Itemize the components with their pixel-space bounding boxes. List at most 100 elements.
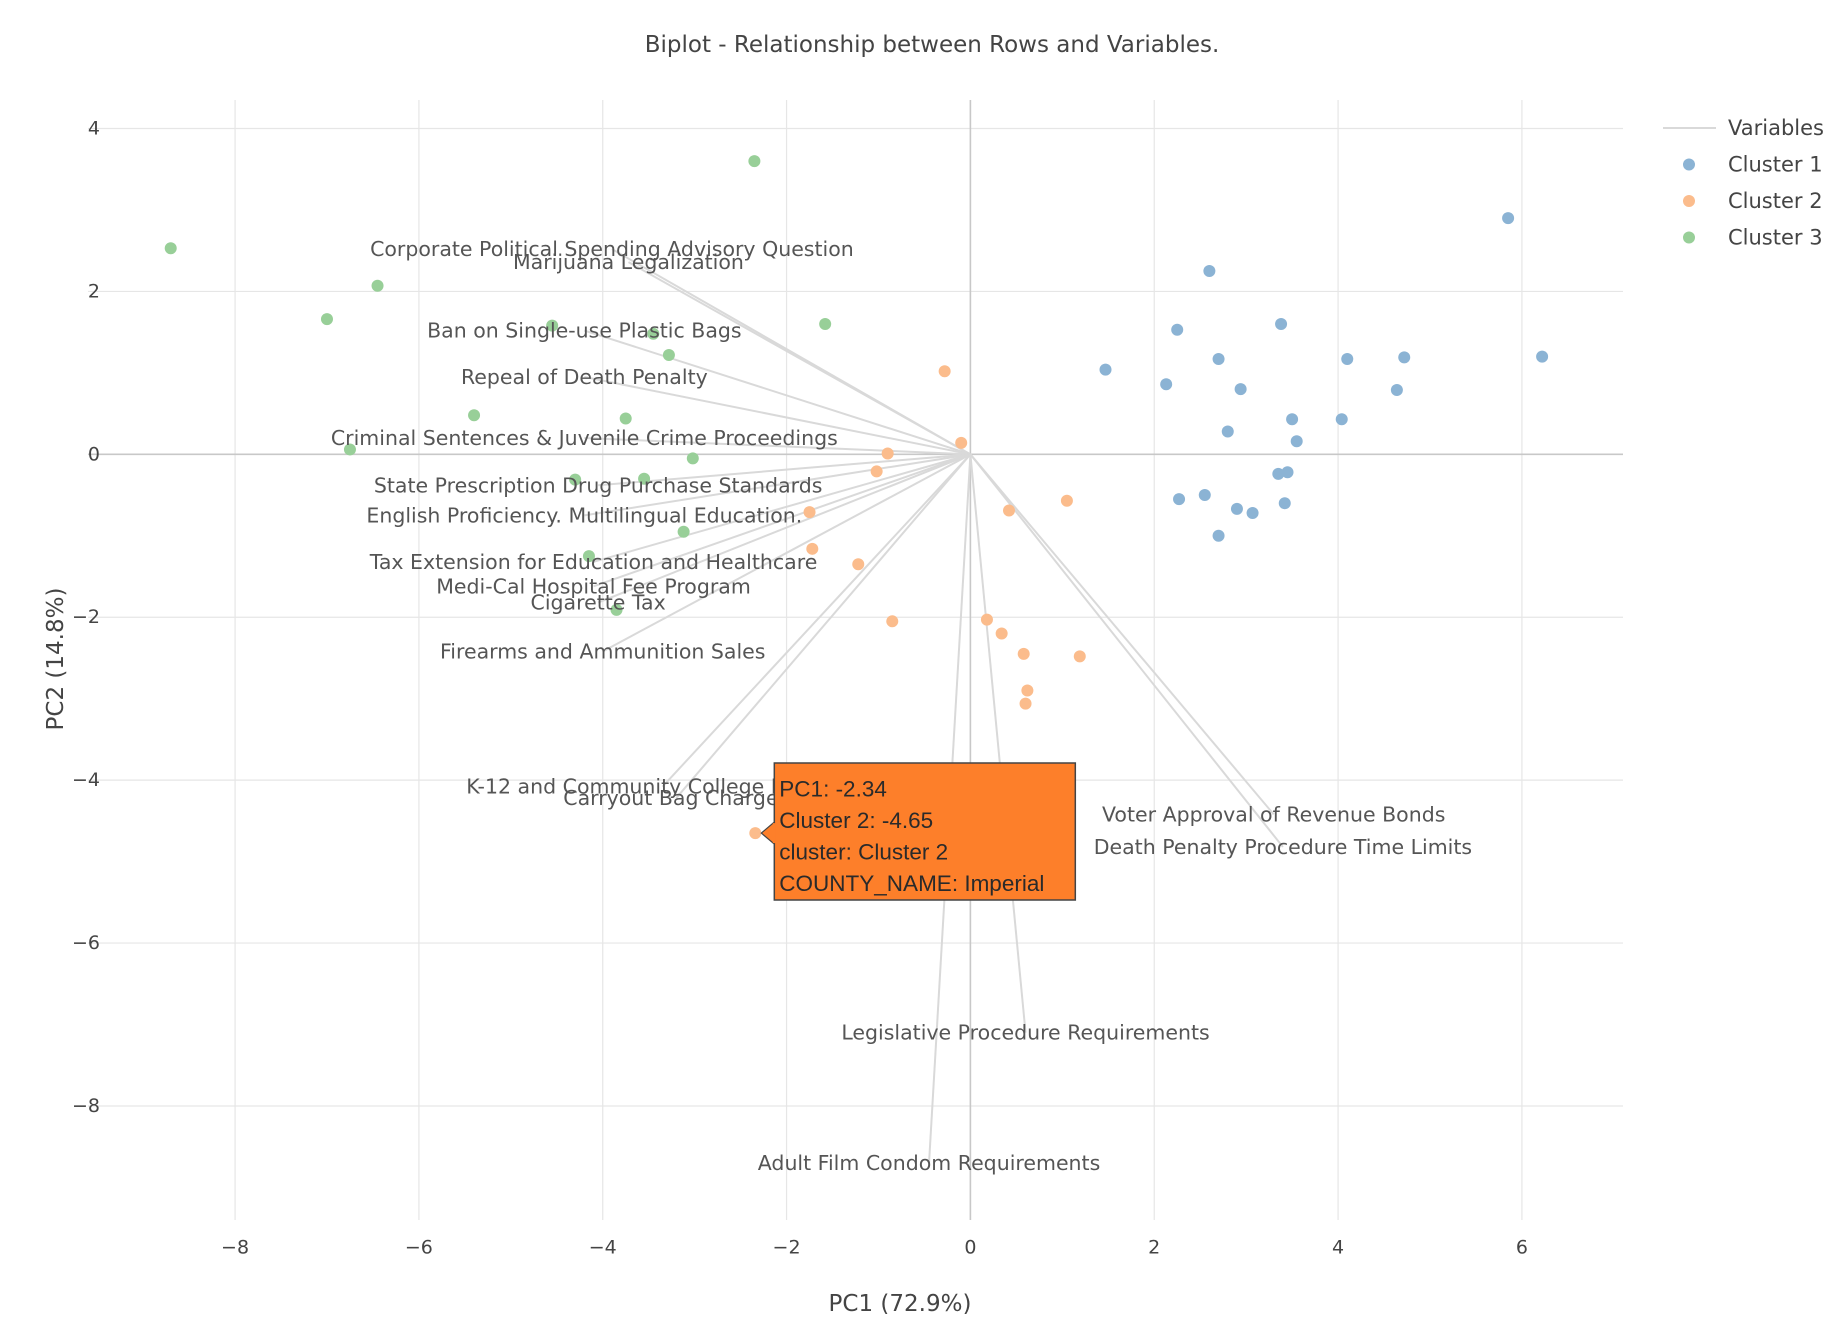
data-point[interactable] xyxy=(468,409,481,422)
data-point[interactable] xyxy=(1335,413,1348,426)
y-tick-label: −8 xyxy=(72,1095,100,1117)
data-point[interactable] xyxy=(1390,383,1403,396)
data-point[interactable] xyxy=(1281,466,1294,479)
data-point[interactable] xyxy=(1017,647,1030,660)
data-point[interactable] xyxy=(803,506,816,519)
data-point[interactable] xyxy=(546,319,559,332)
data-point[interactable] xyxy=(1212,353,1225,366)
variable-label: Marijuana Legalization xyxy=(513,250,744,274)
data-point[interactable] xyxy=(1341,353,1354,366)
data-point[interactable] xyxy=(569,473,582,486)
data-point[interactable] xyxy=(1003,504,1015,517)
variable-label: Voter Approval of Revenue Bonds xyxy=(1102,802,1445,826)
x-tick-label: −2 xyxy=(773,1237,801,1259)
y-tick-label: 2 xyxy=(88,280,100,302)
variable-vector xyxy=(597,453,971,604)
variable-label: Carryout Bag Charges xyxy=(563,786,789,810)
tooltip-line: COUNTY_NAME: Imperial xyxy=(779,871,1044,896)
data-point[interactable] xyxy=(1099,363,1112,376)
tooltip-line: cluster: Cluster 2 xyxy=(779,840,948,865)
legend-marker-swatch xyxy=(1683,158,1695,171)
data-point[interactable] xyxy=(686,452,699,465)
data-point[interactable] xyxy=(1234,383,1247,396)
data-point[interactable] xyxy=(995,627,1008,640)
variable-vector xyxy=(969,453,1275,816)
variable-vector xyxy=(584,453,971,517)
data-point[interactable] xyxy=(1502,212,1515,225)
data-point[interactable] xyxy=(748,155,761,168)
variable-vector xyxy=(969,454,1027,1033)
legend-marker-swatch xyxy=(1683,231,1695,244)
data-point[interactable] xyxy=(1212,529,1225,542)
data-point[interactable] xyxy=(164,242,177,255)
variable-label: Tax Extension for Education and Healthca… xyxy=(369,550,818,574)
data-point[interactable] xyxy=(1160,378,1173,391)
data-points[interactable] xyxy=(164,155,1549,840)
data-point[interactable] xyxy=(1536,350,1549,363)
data-point[interactable] xyxy=(1221,425,1234,438)
variable-label: Firearms and Ammunition Sales xyxy=(440,639,765,663)
data-point[interactable] xyxy=(619,412,632,425)
data-point[interactable] xyxy=(1021,684,1034,697)
data-point[interactable] xyxy=(1019,697,1032,710)
data-point[interactable] xyxy=(806,542,819,555)
data-point[interactable] xyxy=(955,436,968,449)
legend-label[interactable]: Cluster 3 xyxy=(1728,226,1823,250)
variable-label: Corporate Political Spending Advisory Qu… xyxy=(370,237,854,261)
data-point[interactable] xyxy=(371,279,384,292)
hover-tooltip: PC1: -2.34 Cluster 2: -4.65 cluster: Clust… xyxy=(760,762,1077,901)
data-point[interactable] xyxy=(870,465,883,478)
data-point[interactable] xyxy=(1060,494,1073,507)
data-point[interactable] xyxy=(980,613,993,626)
data-point[interactable] xyxy=(638,472,651,485)
data-point[interactable] xyxy=(1171,323,1184,336)
data-point[interactable] xyxy=(749,827,762,840)
data-point[interactable] xyxy=(886,615,899,628)
data-point[interactable] xyxy=(852,558,865,571)
data-point[interactable] xyxy=(1286,413,1299,426)
variable-vector xyxy=(584,437,971,456)
x-axis-ticks: −8 −6 −4 −2 0 2 4 6 xyxy=(221,1237,1528,1259)
x-tick-label: 6 xyxy=(1516,1237,1528,1259)
data-point[interactable] xyxy=(1173,493,1186,506)
data-point[interactable] xyxy=(881,447,894,460)
variable-vector xyxy=(675,453,972,799)
data-point[interactable] xyxy=(610,603,623,616)
data-point[interactable] xyxy=(1203,265,1216,278)
data-point[interactable] xyxy=(1230,502,1243,515)
data-point[interactable] xyxy=(320,313,333,326)
y-axis-ticks: 4 2 0 −2 −4 −6 −8 xyxy=(72,118,100,1117)
y-tick-label: −2 xyxy=(72,606,100,628)
data-point[interactable] xyxy=(582,550,595,563)
data-point[interactable] xyxy=(1246,506,1259,519)
legend-label[interactable]: Cluster 1 xyxy=(1728,153,1823,177)
variable-vector xyxy=(584,375,971,456)
legend-label[interactable]: Variables xyxy=(1728,116,1824,140)
data-point[interactable] xyxy=(662,348,675,361)
data-point[interactable] xyxy=(647,327,660,340)
legend-marker-swatch xyxy=(1683,195,1695,207)
x-tick-label: 0 xyxy=(964,1237,976,1259)
data-point[interactable] xyxy=(1290,435,1303,448)
data-point[interactable] xyxy=(938,365,951,378)
x-tick-label: −6 xyxy=(405,1237,433,1259)
data-point[interactable] xyxy=(1278,497,1291,510)
data-point[interactable] xyxy=(1275,318,1288,330)
variable-label: State Prescription Drug Purchase Standar… xyxy=(374,473,823,497)
y-tick-label: 4 xyxy=(88,118,100,140)
chart-title: Biplot - Relationship between Rows and V… xyxy=(645,32,1220,58)
data-point[interactable] xyxy=(1073,650,1086,663)
data-point[interactable] xyxy=(677,525,690,538)
legend[interactable]: Variables Cluster 1 Cluster 2 Cluster 3 xyxy=(1663,116,1824,250)
variable-vector xyxy=(661,453,972,788)
data-point[interactable] xyxy=(1398,351,1411,364)
data-point[interactable] xyxy=(1198,489,1211,502)
legend-label[interactable]: Cluster 2 xyxy=(1728,189,1823,213)
tooltip-box xyxy=(773,762,1077,901)
data-point[interactable] xyxy=(819,318,832,330)
data-point[interactable] xyxy=(1272,467,1285,480)
data-point[interactable] xyxy=(343,443,356,456)
variable-vector xyxy=(598,453,971,487)
